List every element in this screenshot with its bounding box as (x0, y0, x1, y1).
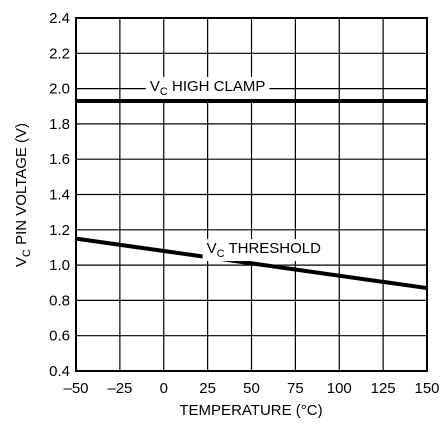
y-tick-label: 2.2 (49, 45, 70, 62)
y-tick-label: 0.8 (49, 292, 70, 309)
series-label-background (202, 239, 326, 262)
x-tick-label: 150 (414, 380, 439, 397)
series-labels: VC HIGH CLAMP VC THRESHOLD (145, 76, 326, 262)
y-axis-label-suffix: PIN VOLTAGE (V) (13, 123, 30, 249)
y-tick-label: 1.8 (49, 116, 70, 133)
x-tick-label: 50 (243, 380, 260, 397)
series-label-text: VC THRESHOLD (207, 240, 322, 260)
y-tick-label: 1.0 (49, 257, 70, 274)
tick-labels: –50 –25 0 25 50 75 100 125 150 0.4 0.6 0.8 1.0 1.2 1.4… (49, 10, 439, 397)
y-tick-label: 1.2 (49, 222, 70, 239)
series-label: VC HIGH CLAMP (145, 76, 270, 99)
x-tick-label: 25 (199, 380, 216, 397)
plot-frame (75, 17, 428, 372)
series-lines (75, 98, 428, 291)
y-tick-label: 2.0 (49, 81, 70, 98)
y-tick-label: 0.4 (49, 363, 70, 380)
x-tick-label: 125 (371, 380, 396, 397)
x-tick-label: –50 (63, 380, 88, 397)
x-axis-label: TEMPERATURE (°C) (179, 402, 322, 419)
series-label-text: VC HIGH CLAMP (150, 78, 265, 98)
grid (75, 17, 428, 372)
x-tick-label: –25 (107, 380, 132, 397)
y-tick-label: 1.4 (49, 187, 70, 204)
x-tick-label: 100 (327, 380, 352, 397)
x-tick-label: 75 (287, 380, 304, 397)
y-tick-label: 2.4 (49, 10, 70, 27)
x-tick-label: 0 (160, 380, 168, 397)
y-axis-label-prefix: V (13, 257, 30, 267)
series-label-background (145, 76, 270, 99)
y-axis-label: VC PIN VOLTAGE (V) (13, 123, 33, 267)
y-axis-label-sub: C (21, 249, 33, 257)
series-line (75, 236, 428, 291)
y-tick-label: 1.6 (49, 151, 70, 168)
series-label: VC THRESHOLD (202, 239, 326, 262)
y-tick-label: 0.6 (49, 328, 70, 345)
